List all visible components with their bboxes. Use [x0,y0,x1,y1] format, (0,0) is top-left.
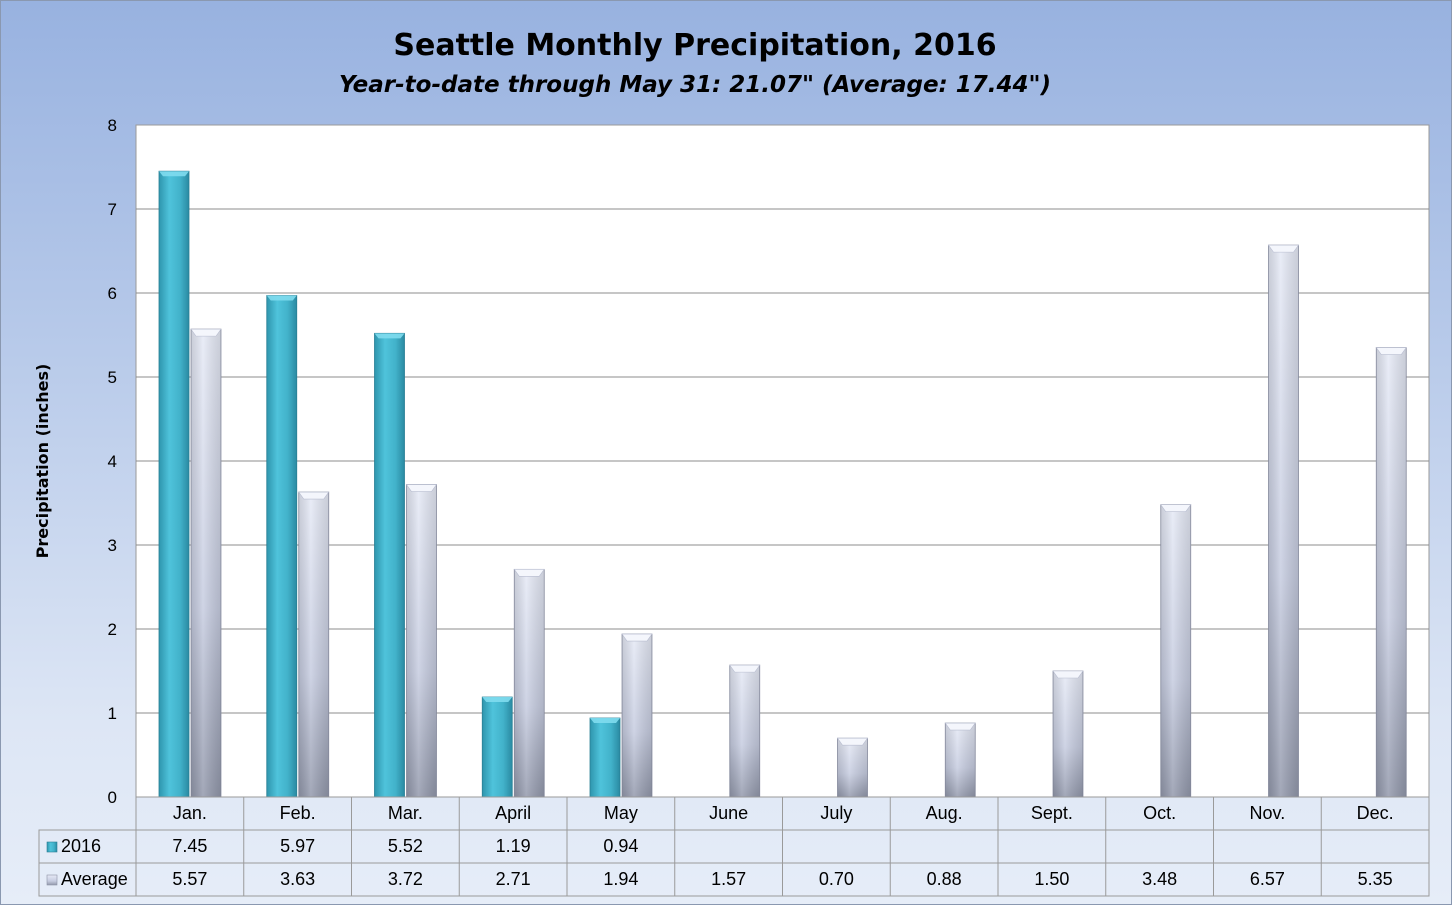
bar-average-shade [191,329,221,797]
data-table-value: 5.35 [1358,869,1393,889]
bar-average-shade [729,665,760,797]
data-table-value: 5.97 [280,836,315,856]
bar-average [1267,244,1300,798]
bar-average-shade [406,484,437,797]
y-tick-label: 0 [108,788,117,807]
y-tick-label: 4 [108,452,117,471]
bar-average-cap [621,633,653,642]
bar-2016-body [481,696,513,798]
bar-average-cap [836,737,869,746]
y-tick-label: 3 [108,536,117,555]
data-table-value: 1.19 [496,836,531,856]
chart-title: Seattle Monthly Precipitation, 2016 [393,28,996,63]
bar-average-cap [513,569,545,577]
bar-average [405,484,438,798]
data-table-value: 0.70 [819,869,854,889]
x-tick-label: Mar. [388,803,423,823]
bar-2016-cap [159,171,189,177]
data-table-value: 3.48 [1142,869,1177,889]
x-tick-label: Sept. [1031,803,1073,823]
data-table-value: 3.63 [280,869,315,889]
bar-average [298,491,330,798]
x-tick-label: May [604,803,638,823]
bar-average [1375,347,1407,798]
y-tick-label: 7 [108,200,117,219]
legend-key-2016 [46,841,58,853]
legend-label-average: Average [61,869,128,889]
bar-average [621,633,653,798]
bar-2016-cap [590,718,620,724]
x-tick-label: June [709,803,748,823]
bar-2016-cap [482,697,513,703]
bar-average-shade [1160,504,1191,797]
bar-2016-body [374,332,405,798]
bar-2016 [158,170,190,798]
data-table-value: 5.57 [172,869,207,889]
bar-average [1052,670,1084,798]
bar-2016-body [589,717,621,798]
bar-average-cap [1375,347,1407,355]
bar-average-cap [190,328,222,337]
bar-average-cap [405,484,438,492]
data-table-value: 6.57 [1250,869,1285,889]
data-table-value: 7.45 [172,836,207,856]
bar-average-cap [1052,670,1084,679]
bar-average-shade [945,723,976,797]
y-axis-label: Precipitation (inches) [33,364,52,559]
data-table-value: 5.52 [388,836,423,856]
data-table-value: 1.50 [1034,869,1069,889]
y-tick-label: 2 [108,620,117,639]
x-tick-label: Nov. [1250,803,1286,823]
bar-average-cap [298,491,330,500]
x-tick-label: Oct. [1143,803,1176,823]
data-table-value: 1.94 [603,869,638,889]
bar-average [190,328,222,798]
bar-2016-cap [374,333,405,339]
y-tick-label: 6 [108,284,117,303]
x-tick-label: Feb. [280,803,316,823]
x-tick-label: April [495,803,531,823]
y-tick-label: 5 [108,368,117,387]
bar-average [1160,504,1192,798]
bar-2016-cap [266,295,297,301]
bar-average-shade [1376,347,1407,797]
bar-2016-body [266,295,298,798]
bar-2016 [266,295,298,798]
bar-2016 [374,332,405,798]
data-table-value: 1.57 [711,869,746,889]
data-table-value: 2.71 [496,869,531,889]
bar-average-shade [1053,671,1083,797]
x-tick-label: Jan. [173,803,207,823]
data-table-value: 3.72 [388,869,423,889]
bar-average [729,664,761,798]
x-tick-label: July [820,803,852,823]
x-tick-label: Dec. [1357,803,1394,823]
chart-subtitle: Year-to-date through May 31: 21.07" (Ave… [339,72,1051,98]
bar-average [513,568,545,798]
data-table-value: 0.88 [927,869,962,889]
bar-average [836,737,869,798]
bar-average-shade [1268,245,1299,797]
bar-average-shade [622,634,652,797]
bar-average-shade [837,738,868,797]
bar-average-cap [1160,504,1192,512]
bar-average-cap [729,664,761,673]
bar-average-shade [298,492,329,797]
bar-average-cap [1267,244,1300,253]
y-tick-label: 8 [108,116,117,135]
legend-key-average [46,874,58,886]
bar-2016 [481,696,513,798]
bar-average-shade [514,569,545,797]
legend-label-2016: 2016 [61,836,101,856]
x-tick-label: Aug. [926,803,963,823]
y-tick-label: 1 [108,704,117,723]
bar-average-cap [944,722,976,731]
data-table-value: 0.94 [603,836,638,856]
bar-2016-body [158,170,190,798]
bar-average [944,722,976,798]
bar-2016 [589,717,621,798]
